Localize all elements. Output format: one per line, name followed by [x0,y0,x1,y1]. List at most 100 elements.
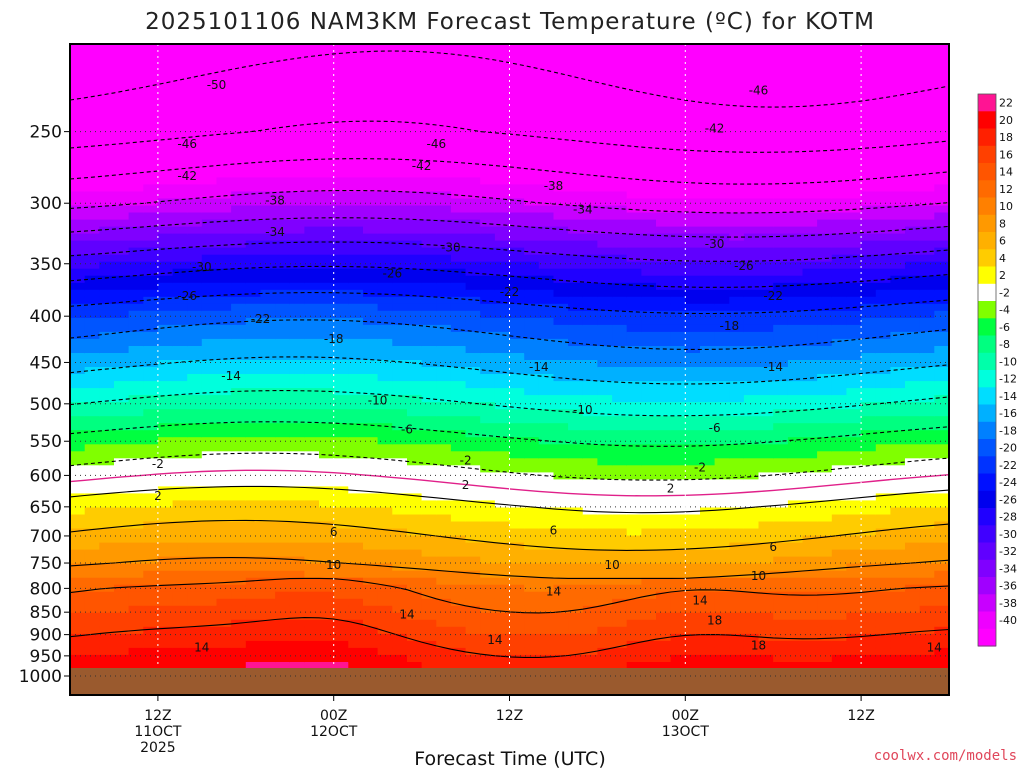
temp-cell [231,521,247,530]
temp-cell [670,177,686,186]
temp-cell [817,556,833,565]
temp-cell [494,395,511,403]
temp-cell [568,331,584,340]
temp-cell [494,388,511,396]
temp-cell [846,226,862,235]
temp-cell [407,331,423,340]
temp-cell [392,114,408,122]
temp-cell [99,514,115,523]
temp-cell [670,254,686,263]
temp-cell [875,338,892,347]
temp-cell [743,647,760,656]
temp-cell [260,268,276,277]
temp-cell [787,72,804,80]
temp-cell [582,198,599,207]
temp-cell [363,338,379,347]
temp-cell [289,507,306,516]
temp-cell [289,381,306,389]
temp-cell [114,289,130,298]
temp-cell [333,184,350,193]
temp-cell [392,430,408,438]
temp-cell [714,556,731,565]
temp-cell [465,86,481,94]
temp-cell [392,170,408,179]
temp-cell [729,338,745,347]
temp-cell [231,612,247,621]
temp-cell [319,107,335,115]
temp-cell [231,51,247,59]
temp-cell [128,416,145,424]
temp-cell [509,647,525,656]
temp-cell [245,437,262,445]
temp-cell [568,451,584,460]
temp-cell [436,58,452,66]
temp-cell [436,163,452,172]
temp-cell [729,381,745,389]
temp-cell [450,296,467,305]
temp-cell [143,388,159,396]
temp-cell [377,240,393,249]
temp-cell [216,633,232,642]
temp-cell [509,114,525,122]
temp-cell [582,338,599,347]
temp-cell [187,598,203,607]
temp-cell [861,317,877,326]
temp-cell [714,563,731,572]
temp-cell [465,261,481,270]
temp-cell [875,212,892,221]
temp-cell [143,261,159,270]
temp-cell [582,331,599,340]
temp-cell [201,374,218,382]
temp-cell [436,640,452,649]
temp-cell [260,451,276,460]
temp-cell [861,338,877,347]
temp-cell [450,79,467,87]
temp-cell [348,584,364,593]
temp-cell [861,416,877,424]
temp-cell [363,58,379,66]
temp-cell [758,303,774,312]
temp-cell [172,381,188,389]
temp-cell [392,177,408,186]
temp-cell [861,423,877,431]
temp-cell [553,591,569,600]
temp-cell [626,549,643,558]
temp-cell [729,44,745,52]
temp-cell [245,584,262,593]
temp-cell [861,577,877,586]
temp-cell [304,500,320,509]
temp-cell [817,647,833,656]
temp-cell [641,275,657,284]
temp-cell [846,86,862,94]
temp-cell [787,353,804,361]
temp-cell [714,409,731,417]
temp-cell [670,374,686,382]
temp-cell [421,121,437,129]
temp-cell [84,128,101,137]
temp-cell [319,374,335,382]
temp-cell [275,128,291,137]
temp-cell [450,409,467,417]
temp-cell [509,507,525,516]
temp-cell [568,72,584,80]
temp-cell [831,444,848,453]
temp-cell [465,310,481,319]
temp-cell [377,500,393,509]
temp-cell [172,430,188,438]
temp-cell [875,233,892,242]
temp-cell [685,521,701,530]
temp-cell [538,282,555,291]
temp-cell [348,93,364,101]
temp-cell [524,219,540,228]
temp-cell [641,430,657,438]
temp-cell [231,535,247,544]
temp-cell [509,317,525,326]
temp-cell [817,626,833,635]
temp-cell [143,289,159,298]
temp-cell [114,93,130,101]
temp-cell [802,395,818,403]
temp-cell [377,353,393,361]
temp-cell [729,275,745,284]
temp-cell [582,296,599,305]
temp-cell [670,416,686,424]
